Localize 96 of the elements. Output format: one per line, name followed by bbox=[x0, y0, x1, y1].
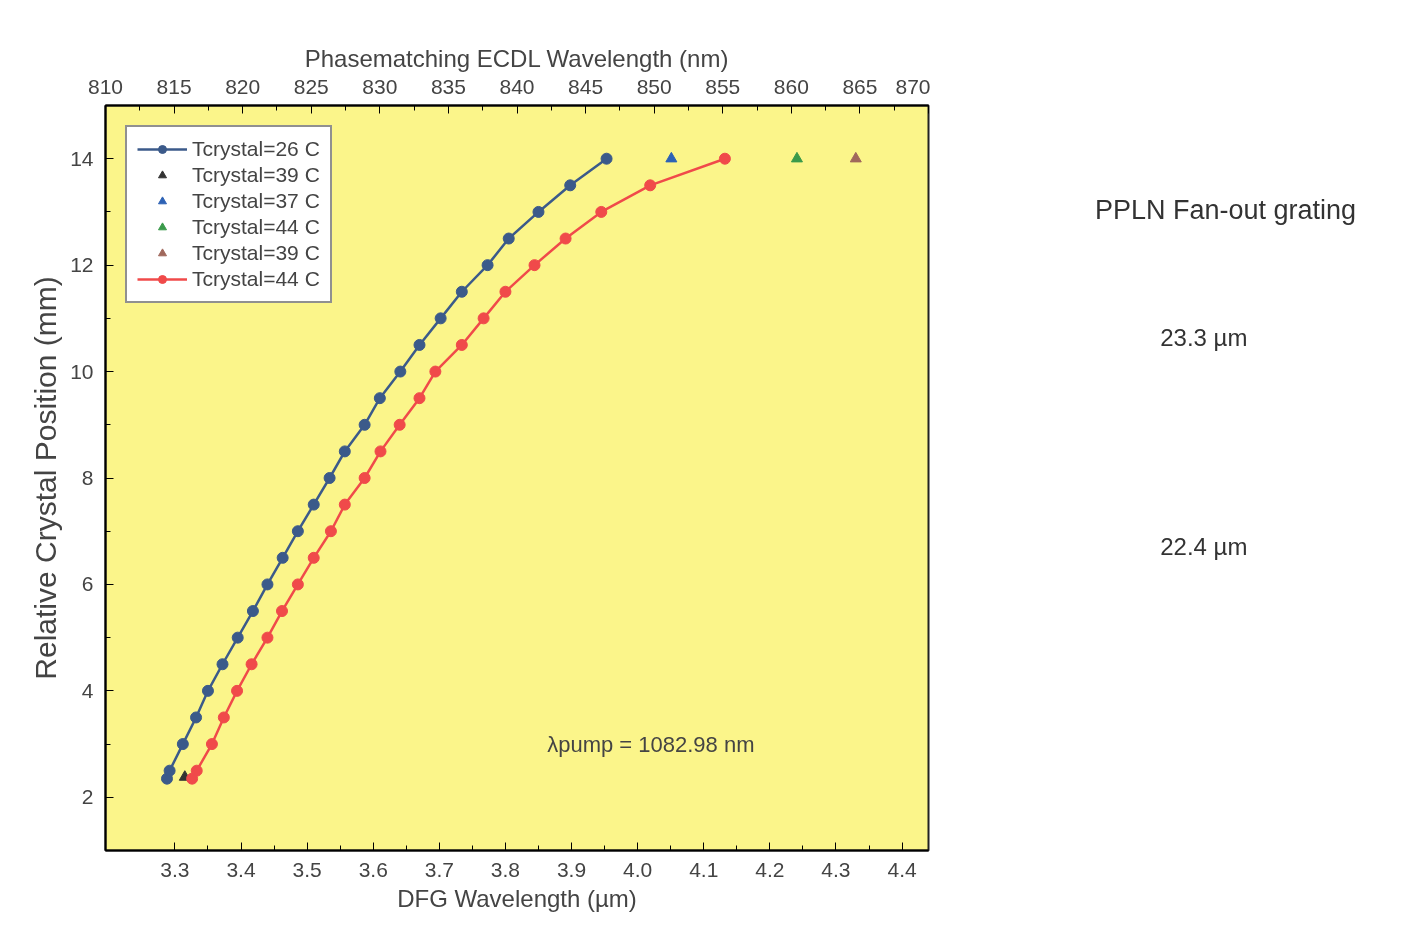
x2-axis-title: Phasematching ECDL Wavelength (nm) bbox=[304, 44, 729, 72]
point bbox=[245, 658, 258, 671]
text: 22.4 µm bbox=[1160, 532, 1248, 560]
text: 23.3 µm bbox=[1160, 324, 1248, 352]
point bbox=[564, 179, 577, 192]
point bbox=[393, 418, 406, 431]
x2-tick-label: 840 bbox=[499, 74, 535, 98]
y-tick-label: 8 bbox=[81, 466, 94, 489]
point bbox=[600, 152, 613, 165]
point bbox=[358, 472, 371, 484]
point bbox=[595, 205, 608, 218]
x-tick-label: 3.6 bbox=[358, 857, 388, 881]
x-tick-label: 4.1 bbox=[689, 857, 719, 881]
x2-tick-label: 865 bbox=[842, 74, 878, 98]
x2-tick-label: 830 bbox=[362, 74, 398, 98]
y-tick-label: 6 bbox=[81, 572, 94, 596]
point bbox=[261, 578, 274, 591]
point bbox=[499, 285, 512, 298]
point bbox=[246, 605, 259, 618]
point bbox=[216, 658, 229, 671]
x-tick-label: 4.2 bbox=[755, 857, 785, 881]
point bbox=[276, 551, 289, 564]
x-tick-label: 3.3 bbox=[160, 857, 190, 881]
point bbox=[502, 232, 515, 245]
y-tick-label: 14 bbox=[70, 146, 94, 170]
x2-tick-label: 810 bbox=[87, 74, 124, 98]
x-tick-label: 3.7 bbox=[424, 857, 454, 881]
point bbox=[291, 578, 304, 591]
point bbox=[358, 418, 371, 431]
point bbox=[644, 179, 657, 192]
point bbox=[532, 205, 545, 218]
point bbox=[324, 525, 337, 538]
x-tick-label: 3.4 bbox=[226, 857, 256, 881]
y-tick-label: 12 bbox=[70, 253, 94, 277]
y-tick-label: 4 bbox=[81, 678, 94, 702]
point bbox=[718, 152, 731, 165]
point bbox=[205, 738, 218, 751]
point bbox=[201, 684, 214, 697]
point bbox=[338, 445, 351, 458]
point bbox=[413, 392, 426, 405]
x-tick-label: 4.3 bbox=[821, 857, 851, 881]
legend-label: Tcrystal=39 C bbox=[192, 163, 320, 187]
x2-tick-label: 870 bbox=[895, 74, 931, 98]
point bbox=[528, 259, 541, 272]
x-tick-label: 3.9 bbox=[556, 857, 587, 881]
legend-label: Tcrystal=39 C bbox=[192, 241, 320, 265]
point bbox=[373, 392, 386, 405]
point bbox=[559, 232, 572, 245]
x2-tick-label: 860 bbox=[773, 74, 809, 98]
point bbox=[429, 365, 442, 378]
point bbox=[481, 259, 494, 272]
point bbox=[374, 445, 387, 458]
x-axis-title: DFG Wavelength (µm) bbox=[397, 884, 637, 912]
point bbox=[849, 151, 862, 163]
x2-tick-label: 850 bbox=[636, 74, 672, 98]
point bbox=[307, 498, 320, 511]
x-tick-label: 3.5 bbox=[292, 857, 322, 881]
annotation: λpump = 1082.98 nm bbox=[547, 732, 755, 758]
point bbox=[231, 684, 244, 697]
point bbox=[323, 472, 336, 484]
x-tick-label: 3.8 bbox=[490, 857, 521, 881]
point bbox=[790, 151, 803, 163]
x-tick-label: 4.4 bbox=[887, 857, 917, 881]
point bbox=[276, 605, 288, 618]
text: PPLN Fan-out grating bbox=[1094, 194, 1357, 225]
point bbox=[261, 631, 274, 644]
point bbox=[163, 764, 176, 777]
x2-tick-label: 855 bbox=[705, 74, 741, 98]
point bbox=[477, 312, 490, 325]
point bbox=[307, 551, 320, 564]
x2-tick-label: 825 bbox=[293, 74, 329, 98]
y-tick-label: 10 bbox=[70, 359, 94, 383]
legend-label: Tcrystal=44 C bbox=[192, 267, 320, 291]
x-tick-label: 4.0 bbox=[623, 857, 653, 881]
point bbox=[176, 738, 189, 751]
x2-tick-label: 835 bbox=[430, 74, 466, 98]
y-tick-label: 2 bbox=[81, 785, 94, 809]
point bbox=[434, 312, 447, 325]
legend-label: Tcrystal=37 C bbox=[192, 189, 320, 213]
x2-tick-label: 820 bbox=[225, 74, 261, 98]
x2-tick-label: 815 bbox=[156, 74, 192, 98]
point bbox=[455, 338, 468, 351]
point bbox=[291, 525, 304, 538]
y-axis-title: Relative Crystal Position (mm) bbox=[29, 276, 63, 680]
point bbox=[217, 711, 230, 724]
legend-label: Tcrystal=26 C bbox=[192, 137, 320, 161]
legend-label: Tcrystal=44 C bbox=[192, 215, 320, 239]
point bbox=[413, 338, 426, 351]
x2-tick-label: 845 bbox=[568, 74, 604, 98]
point bbox=[190, 764, 203, 777]
point bbox=[394, 365, 407, 378]
point bbox=[455, 285, 468, 298]
point bbox=[665, 151, 678, 163]
point bbox=[338, 498, 351, 511]
point bbox=[231, 631, 244, 644]
point bbox=[190, 711, 203, 724]
